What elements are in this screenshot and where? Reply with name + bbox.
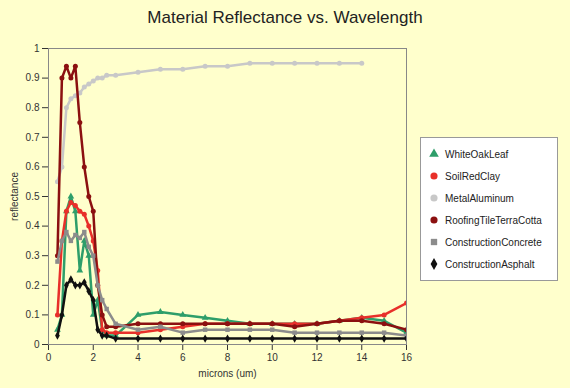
svg-text:14: 14	[356, 352, 368, 363]
svg-text:0.3: 0.3	[26, 250, 40, 261]
svg-text:12: 12	[311, 352, 323, 363]
svg-text:0.6: 0.6	[26, 161, 40, 172]
svg-text:0: 0	[34, 339, 40, 350]
svg-text:0.9: 0.9	[26, 72, 40, 83]
svg-text:0.7: 0.7	[26, 132, 40, 143]
svg-text:0.1: 0.1	[26, 309, 40, 320]
html-text:WhiteOakLeaf: WhiteOakLeaf	[445, 148, 509, 160]
svg-text:4: 4	[135, 352, 141, 363]
svg-text:0.5: 0.5	[26, 191, 40, 202]
svg-text:2: 2	[90, 352, 96, 363]
svg-text:microns (um): microns (um)	[198, 368, 256, 379]
svg-text:0.8: 0.8	[26, 102, 40, 113]
svg-text:1: 1	[34, 43, 40, 54]
svg-text:0.2: 0.2	[26, 280, 40, 291]
html-text:ConstructionConcrete: ConstructionConcrete	[445, 236, 542, 248]
html-text:Material Reflectance vs. Wavel: Material Reflectance vs. Wavelength	[147, 8, 423, 27]
svg-text:16: 16	[401, 352, 413, 363]
svg-text:8: 8	[225, 352, 231, 363]
svg-text:0.4: 0.4	[26, 220, 40, 231]
html-text:RoofingTileTerraCotta: RoofingTileTerraCotta	[445, 214, 542, 226]
html-text:ConstructionAsphalt: ConstructionAsphalt	[445, 258, 535, 270]
html-text:MetalAluminum: MetalAluminum	[445, 192, 514, 204]
html-text:SoilRedClay: SoilRedClay	[445, 170, 500, 182]
svg-text:6: 6	[180, 352, 186, 363]
svg-text:reflectance: reflectance	[9, 172, 20, 221]
svg-text:10: 10	[267, 352, 279, 363]
svg-text:0: 0	[46, 352, 52, 363]
